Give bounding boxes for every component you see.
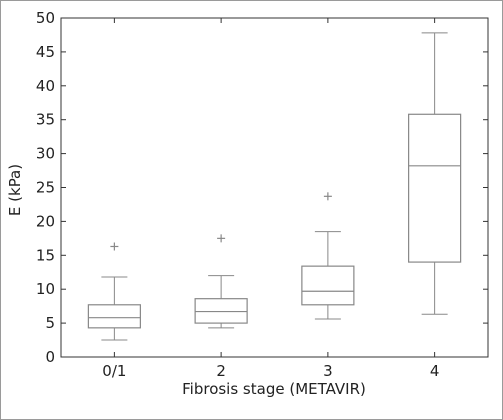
y-tick-label: 25: [36, 179, 55, 197]
y-tick-label: 0: [45, 348, 55, 366]
y-tick-label: 40: [36, 77, 55, 95]
y-tick-label: 10: [36, 280, 55, 298]
x-tick-label: 2: [216, 362, 226, 380]
y-tick-label: 15: [36, 246, 55, 264]
x-axis-label: Fibrosis stage (METAVIR): [182, 380, 366, 398]
x-tick-label: 3: [323, 362, 333, 380]
y-tick-label: 35: [36, 111, 55, 129]
y-tick-label: 45: [36, 43, 55, 61]
y-axis-label: E (kPa): [6, 164, 24, 216]
y-tick-label: 20: [36, 212, 55, 230]
y-tick-label: 30: [36, 145, 55, 163]
box-iqr: [194, 298, 248, 324]
x-tick-label: 0/1: [102, 362, 126, 380]
y-tick-label: 50: [36, 9, 55, 27]
y-tick-label: 5: [45, 314, 55, 332]
x-tick-label: 4: [430, 362, 440, 380]
box-iqr: [408, 113, 462, 263]
plot-area: 0 5 10 15 20 25 30 35 40 45 50 0/1 2 3 4: [36, 9, 489, 380]
box-iqr: [301, 265, 355, 306]
box-iqr: [87, 304, 141, 329]
